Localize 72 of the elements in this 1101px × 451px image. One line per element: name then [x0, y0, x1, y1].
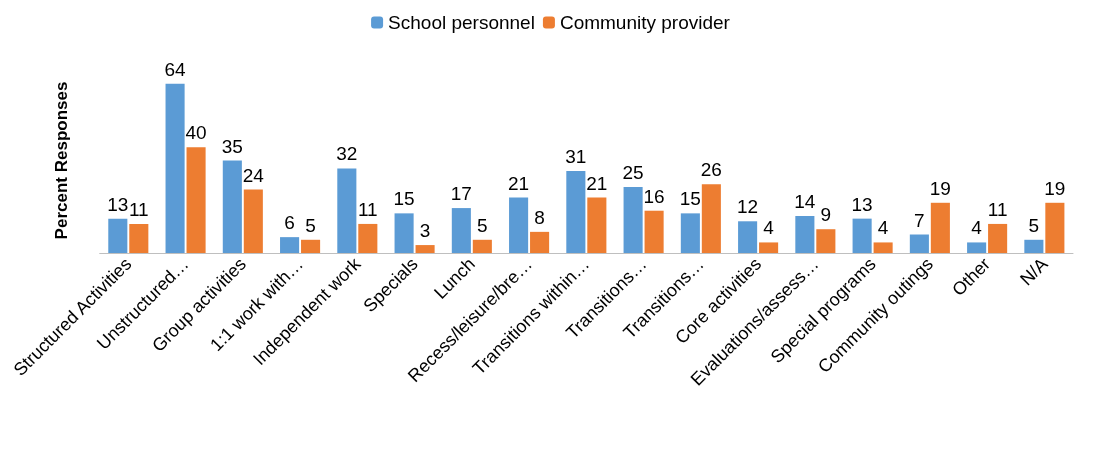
data-label: 3: [419, 220, 431, 242]
data-label: 16: [643, 185, 665, 207]
data-label: 21: [586, 172, 608, 194]
data-label: 7: [914, 209, 925, 231]
bar: [967, 242, 987, 253]
data-label: 4: [877, 217, 889, 239]
data-label: 40: [185, 122, 207, 144]
bar: [738, 221, 758, 253]
data-label: 5: [305, 214, 316, 236]
data-label: 4: [763, 217, 775, 239]
bar: [415, 245, 435, 253]
bar: [451, 208, 471, 253]
data-label: 26: [700, 159, 722, 181]
data-label: 31: [565, 146, 587, 168]
data-label: 35: [221, 135, 243, 157]
bar: [186, 147, 206, 253]
bar: [680, 213, 700, 253]
data-label: 21: [508, 172, 530, 194]
bar: [165, 83, 185, 253]
data-label: 19: [929, 177, 951, 199]
data-label: 8: [534, 206, 545, 228]
data-label: 12: [737, 196, 759, 218]
data-label: 9: [820, 204, 832, 226]
bar: [472, 239, 492, 253]
bar: [337, 168, 357, 253]
bar: [108, 218, 128, 253]
data-label: 11: [357, 198, 378, 220]
data-label: 15: [679, 188, 701, 210]
bar: [243, 189, 263, 253]
data-label: 11: [987, 198, 1008, 220]
bar: [644, 210, 664, 253]
data-label: 25: [622, 161, 644, 183]
bar: [759, 242, 779, 253]
bar: [930, 202, 950, 253]
data-label: 6: [284, 212, 295, 234]
y-axis-title: Percent Responses: [51, 81, 71, 240]
legend-label: School personnel: [388, 12, 535, 33]
bar: [988, 223, 1008, 253]
data-label: 19: [1044, 177, 1066, 199]
bar: [701, 184, 721, 253]
data-label: 24: [242, 164, 265, 186]
bar: [301, 239, 321, 253]
bar: [358, 223, 378, 253]
bar: [1045, 202, 1065, 253]
bar: [222, 160, 242, 253]
bar: [795, 216, 815, 253]
data-label: 5: [1028, 214, 1040, 236]
data-label: 13: [107, 193, 129, 215]
data-label: 11: [128, 198, 149, 220]
bar: [587, 197, 607, 253]
bar: [623, 186, 643, 253]
legend-label: Community provider: [559, 12, 731, 33]
bar: [280, 237, 300, 253]
bar: [509, 197, 529, 253]
x-tick-label: N/A: [1016, 253, 1052, 290]
bar: [394, 213, 414, 253]
bar: [530, 231, 550, 253]
data-label: 14: [794, 191, 816, 212]
bar: [873, 242, 893, 253]
data-label: 17: [450, 183, 472, 205]
bar: [129, 223, 149, 253]
data-label: 13: [851, 193, 873, 215]
data-label: 32: [336, 143, 358, 165]
bar: [1024, 239, 1044, 253]
data-label: 15: [393, 188, 415, 210]
bar: [816, 229, 836, 253]
data-label: 64: [164, 58, 187, 80]
bar: [566, 171, 586, 253]
bar: [852, 218, 872, 253]
data-label: 5: [477, 214, 488, 236]
data-label: 4: [971, 217, 983, 239]
bar: [909, 234, 929, 253]
